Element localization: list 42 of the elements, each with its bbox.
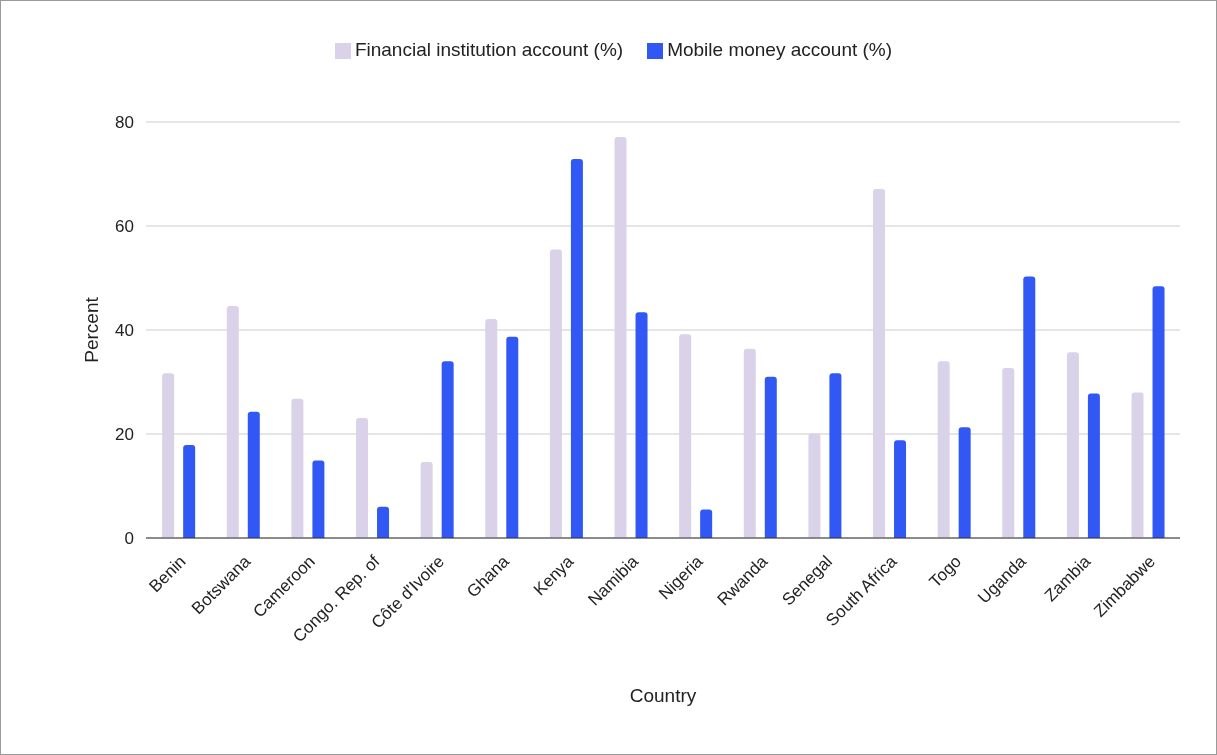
- bar: [356, 417, 369, 538]
- bar: [764, 376, 777, 538]
- y-tick-label: 0: [124, 529, 134, 549]
- bar: [1131, 392, 1144, 538]
- bar: [183, 444, 196, 538]
- bar: [635, 312, 648, 538]
- y-tick-label: 80: [115, 113, 134, 133]
- bar: [441, 361, 454, 538]
- bar: [377, 506, 390, 538]
- bar: [420, 462, 433, 538]
- bar: [679, 334, 692, 538]
- y-axis-title: Percent: [80, 296, 102, 363]
- bar: [485, 319, 498, 538]
- bar: [312, 460, 325, 538]
- bar: [247, 411, 260, 538]
- bar: [291, 398, 304, 538]
- y-tick-label: 40: [115, 321, 134, 341]
- bar: [894, 440, 907, 538]
- bar: [549, 249, 562, 538]
- legend-label: Financial institution account (%): [354, 39, 624, 60]
- y-tick-label: 60: [115, 217, 134, 237]
- bar: [1066, 352, 1079, 538]
- bar: [1152, 286, 1165, 538]
- bar: [743, 348, 756, 538]
- bar: [1002, 367, 1015, 538]
- bar: [829, 373, 842, 538]
- legend-label: Mobile money account (%): [667, 39, 893, 60]
- bar: [614, 137, 627, 538]
- bar: [958, 427, 971, 538]
- y-tick-label: 20: [115, 425, 134, 445]
- bar: [506, 336, 519, 538]
- bar: [570, 158, 583, 538]
- bar: [808, 433, 821, 538]
- x-tick-label: Togo: [925, 551, 966, 592]
- bar: [873, 189, 886, 538]
- bar: [1087, 393, 1100, 538]
- bar: [700, 509, 713, 538]
- x-axis-title: Country: [629, 685, 697, 706]
- bar: [937, 361, 950, 538]
- bar: [1023, 276, 1036, 538]
- bar: [226, 306, 239, 538]
- bar: [162, 373, 175, 538]
